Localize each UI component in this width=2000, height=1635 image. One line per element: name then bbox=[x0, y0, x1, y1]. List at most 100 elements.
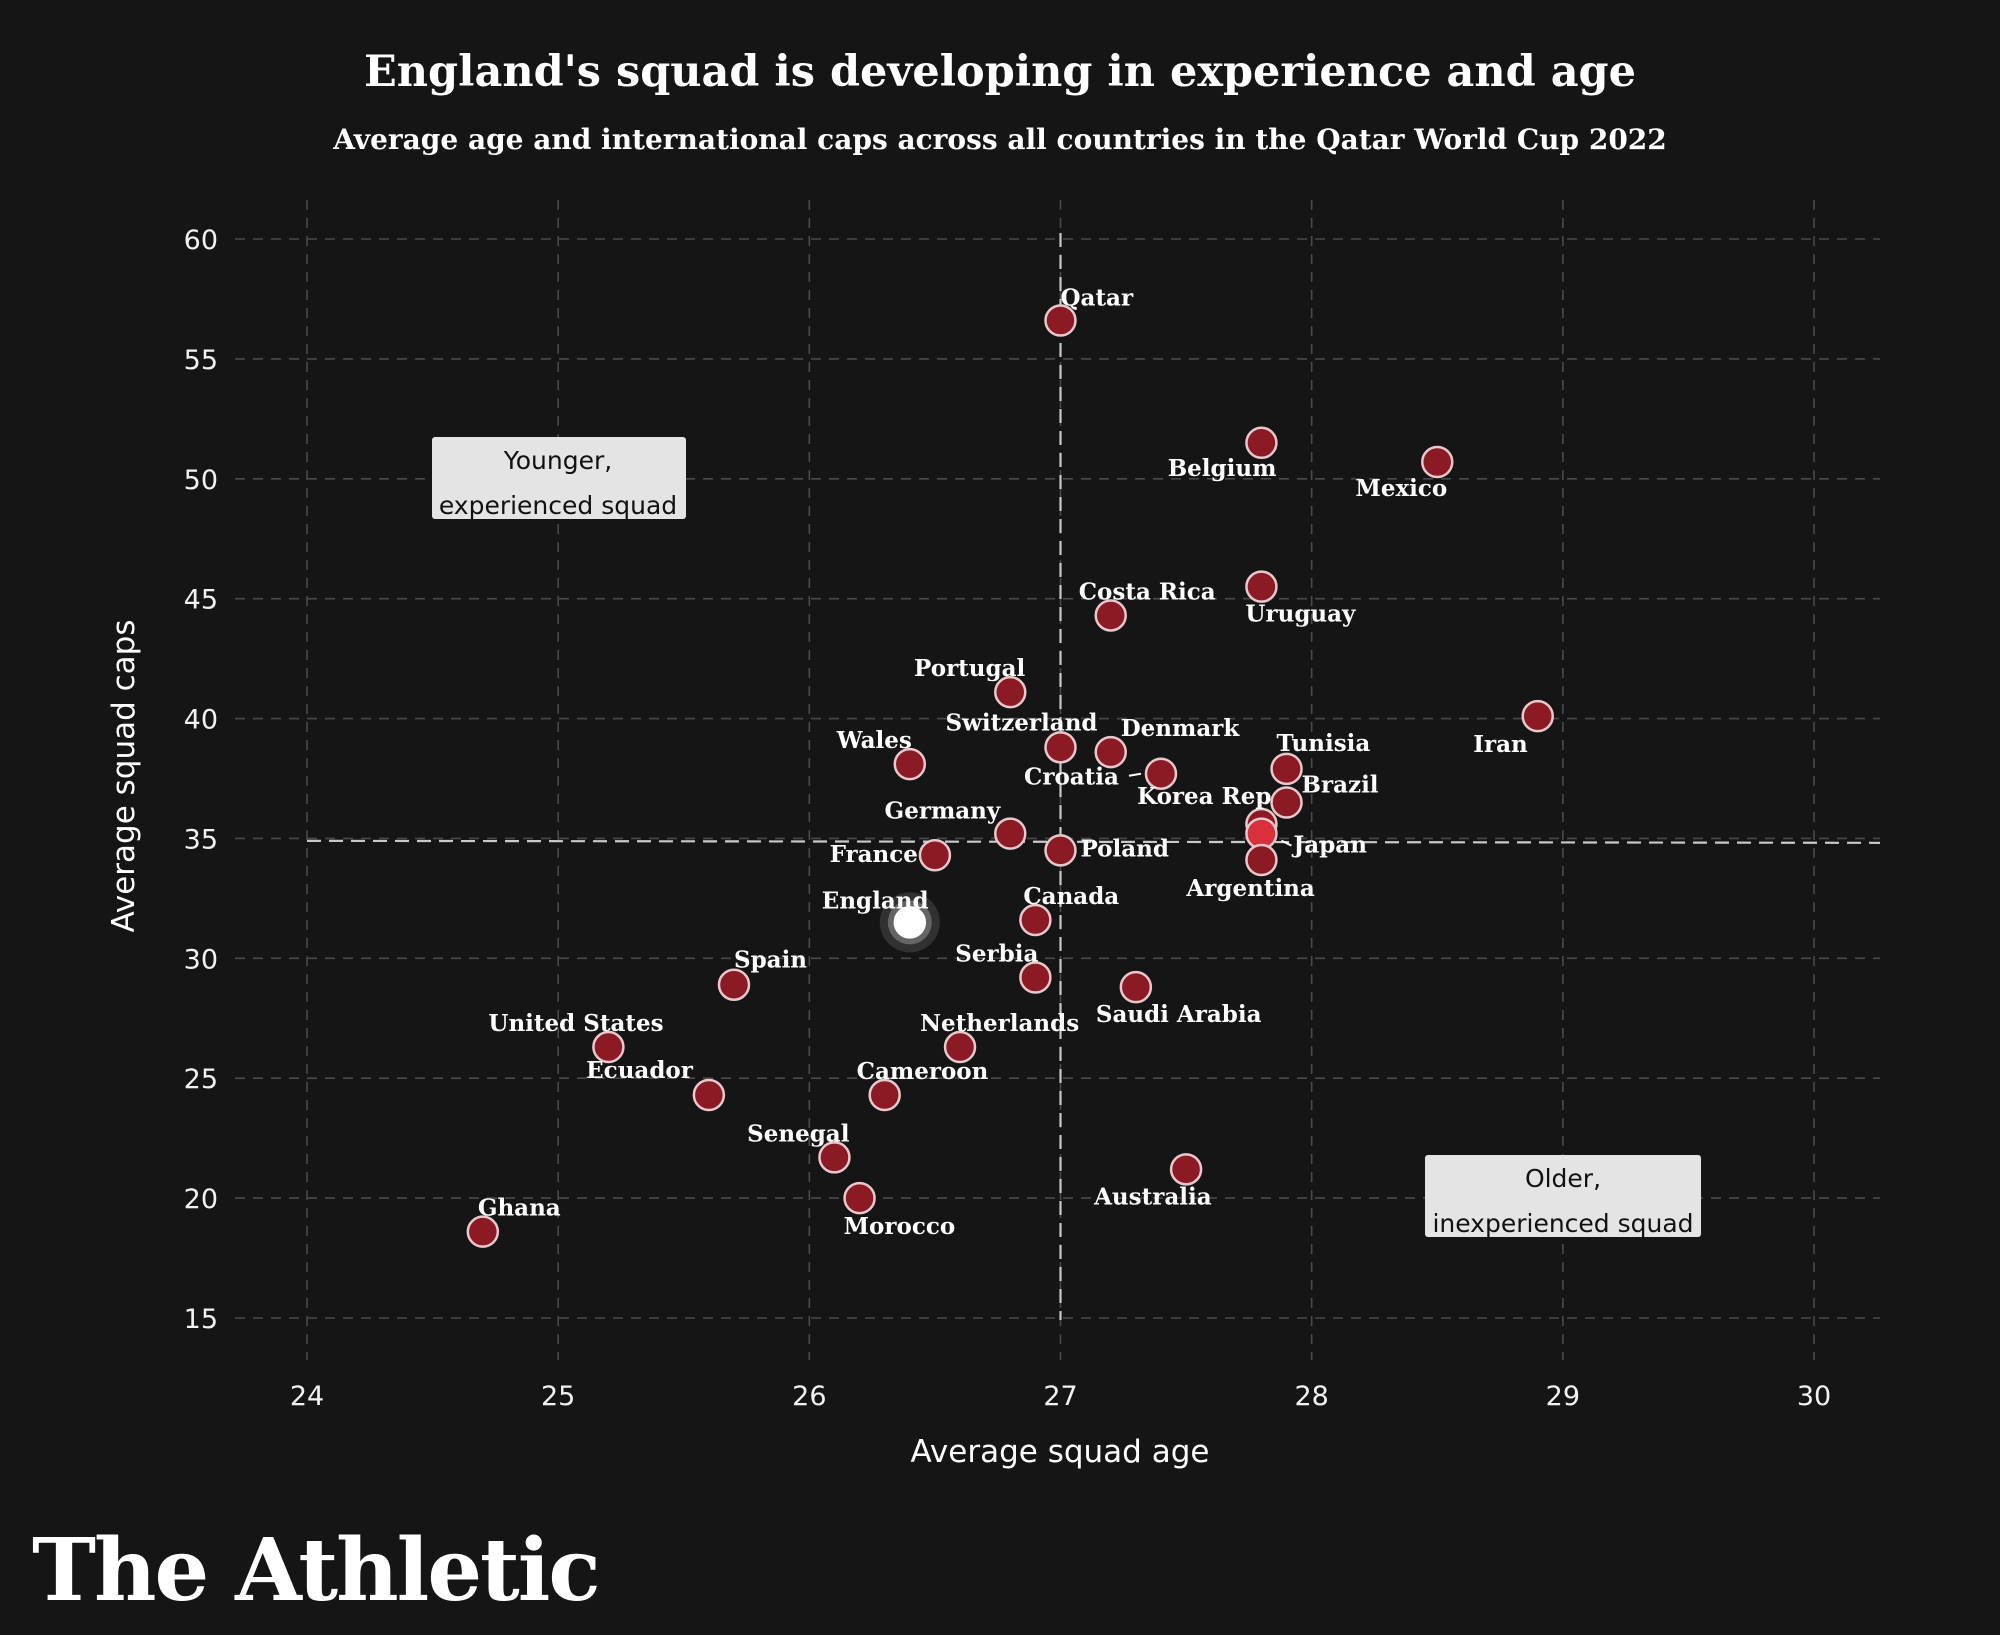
label-poland: Poland bbox=[1081, 835, 1169, 862]
label-ecuador: Ecuador bbox=[586, 1057, 694, 1084]
point-switzerland bbox=[1044, 731, 1077, 764]
quadrant-note-text: Younger, bbox=[503, 446, 612, 475]
label-australia: Australia bbox=[1093, 1183, 1212, 1210]
point-denmark bbox=[1094, 735, 1127, 769]
label-wales: Wales bbox=[836, 727, 912, 754]
label-costa-rica: Costa Rica bbox=[1079, 578, 1216, 605]
point-canada bbox=[1019, 903, 1052, 937]
label-england: England bbox=[822, 887, 929, 914]
x-tick-label: 30 bbox=[1797, 1381, 1831, 1412]
point-saudi-arabia bbox=[1119, 970, 1153, 1004]
reference-lines bbox=[306, 233, 1881, 1320]
leader-croatia bbox=[1128, 772, 1142, 777]
chart-title: England's squad is developing in experie… bbox=[364, 47, 1636, 97]
point-spain bbox=[717, 968, 751, 1001]
point-ecuador bbox=[692, 1078, 726, 1112]
point-poland bbox=[1044, 834, 1077, 867]
label-spain: Spain bbox=[734, 947, 807, 974]
x-tick-label: 27 bbox=[1043, 1381, 1077, 1412]
y-tick-label: 25 bbox=[184, 1064, 218, 1095]
point-mexico bbox=[1421, 445, 1454, 479]
point-australia bbox=[1169, 1153, 1203, 1186]
leader-japan bbox=[1280, 839, 1292, 847]
label-iran: Iran bbox=[1473, 731, 1528, 758]
chart-subtitle: Average age and international caps acros… bbox=[332, 123, 1667, 156]
y-tick-label: 30 bbox=[184, 944, 218, 975]
quadrant-note-bottom-right: Older, inexperienced squad bbox=[1425, 1155, 1701, 1238]
x-tick-label: 26 bbox=[792, 1381, 826, 1412]
point-united-states bbox=[592, 1030, 625, 1064]
point-netherlands bbox=[943, 1030, 977, 1064]
label-japan: Japan bbox=[1291, 832, 1367, 859]
label-qatar: Qatar bbox=[1061, 285, 1134, 312]
label-switzerland: Switzerland bbox=[945, 709, 1097, 736]
point-croatia bbox=[1144, 757, 1178, 790]
label-netherlands: Netherlands bbox=[920, 1010, 1079, 1037]
label-germany: Germany bbox=[885, 798, 1001, 825]
gridlines bbox=[235, 200, 1880, 1360]
y-tick-label: 40 bbox=[184, 705, 218, 736]
x-tick-label: 28 bbox=[1294, 1381, 1328, 1412]
label-united-states: United States bbox=[488, 1010, 663, 1037]
label-saudi-arabia: Saudi Arabia bbox=[1096, 1001, 1262, 1028]
brand-logo: The Athletic bbox=[32, 1520, 599, 1621]
point-uruguay bbox=[1245, 570, 1278, 603]
y-tick-label: 50 bbox=[184, 465, 218, 496]
point-tunisia bbox=[1270, 752, 1303, 786]
point-senegal bbox=[818, 1141, 851, 1174]
label-ghana: Ghana bbox=[478, 1195, 561, 1222]
label-denmark: Denmark bbox=[1121, 715, 1241, 742]
label-brazil: Brazil bbox=[1302, 771, 1379, 798]
y-tick-label: 55 bbox=[184, 345, 218, 376]
x-tick-label: 24 bbox=[290, 1381, 324, 1412]
quadrant-note-text: experienced squad bbox=[439, 491, 677, 520]
point-wales bbox=[893, 747, 927, 781]
label-serbia: Serbia bbox=[955, 941, 1038, 968]
y-tick-label: 60 bbox=[184, 225, 218, 256]
point-cameroon bbox=[868, 1078, 901, 1112]
quadrant-note-text: Older, bbox=[1525, 1164, 1601, 1193]
point-morocco bbox=[843, 1181, 876, 1215]
point-france bbox=[918, 838, 952, 872]
point-germany bbox=[994, 817, 1027, 850]
point-brazil bbox=[1270, 786, 1303, 819]
data-labels: Qatar Belgium Mexico Costa Rica Uruguay Portu… bbox=[478, 285, 1528, 1241]
label-cameroon: Cameroon bbox=[857, 1058, 989, 1085]
point-belgium bbox=[1245, 426, 1278, 460]
point-qatar bbox=[1044, 304, 1077, 337]
y-tick-label: 45 bbox=[184, 585, 218, 616]
y-tick-label: 15 bbox=[184, 1304, 218, 1335]
y-axis-label: Average squad caps bbox=[106, 619, 142, 932]
point-england bbox=[893, 906, 927, 939]
label-croatia: Croatia bbox=[1024, 764, 1119, 791]
x-tick-label: 29 bbox=[1546, 1381, 1580, 1412]
label-senegal: Senegal bbox=[747, 1120, 850, 1147]
label-mexico: Mexico bbox=[1355, 475, 1447, 502]
label-belgium: Belgium bbox=[1168, 455, 1277, 482]
data-points bbox=[466, 304, 1554, 1248]
label-canada: Canada bbox=[1023, 883, 1119, 910]
point-portugal bbox=[994, 675, 1027, 709]
quadrant-note-box bbox=[1425, 1155, 1701, 1237]
quadrant-note-box bbox=[432, 437, 686, 519]
label-argentina: Argentina bbox=[1185, 875, 1314, 902]
point-costa-rica bbox=[1094, 599, 1127, 632]
label-uruguay: Uruguay bbox=[1245, 601, 1356, 628]
label-tunisia: Tunisia bbox=[1277, 730, 1371, 757]
label-france: France bbox=[830, 841, 918, 868]
x-axis-label: Average squad age bbox=[911, 1434, 1210, 1470]
point-iran bbox=[1521, 699, 1554, 733]
quadrant-note-text: inexperienced squad bbox=[1432, 1209, 1693, 1238]
label-portugal: Portugal bbox=[914, 655, 1025, 682]
y-tick-label: 20 bbox=[184, 1184, 218, 1215]
quadrant-note-top-left: Younger, experienced squad bbox=[432, 437, 686, 520]
label-morocco: Morocco bbox=[844, 1213, 956, 1240]
point-argentina bbox=[1245, 843, 1278, 877]
quadrant-annotations: Younger, experienced squad Older, inexperie… bbox=[432, 437, 1701, 1238]
axis-ticks: 24 25 26 27 28 29 30 15 20 25 30 35 40 45 50 55 60 bbox=[184, 225, 1832, 1412]
point-serbia bbox=[1019, 961, 1052, 994]
average-caps-line bbox=[306, 839, 1881, 844]
x-tick-label: 25 bbox=[541, 1381, 575, 1412]
y-tick-label: 35 bbox=[184, 824, 218, 855]
